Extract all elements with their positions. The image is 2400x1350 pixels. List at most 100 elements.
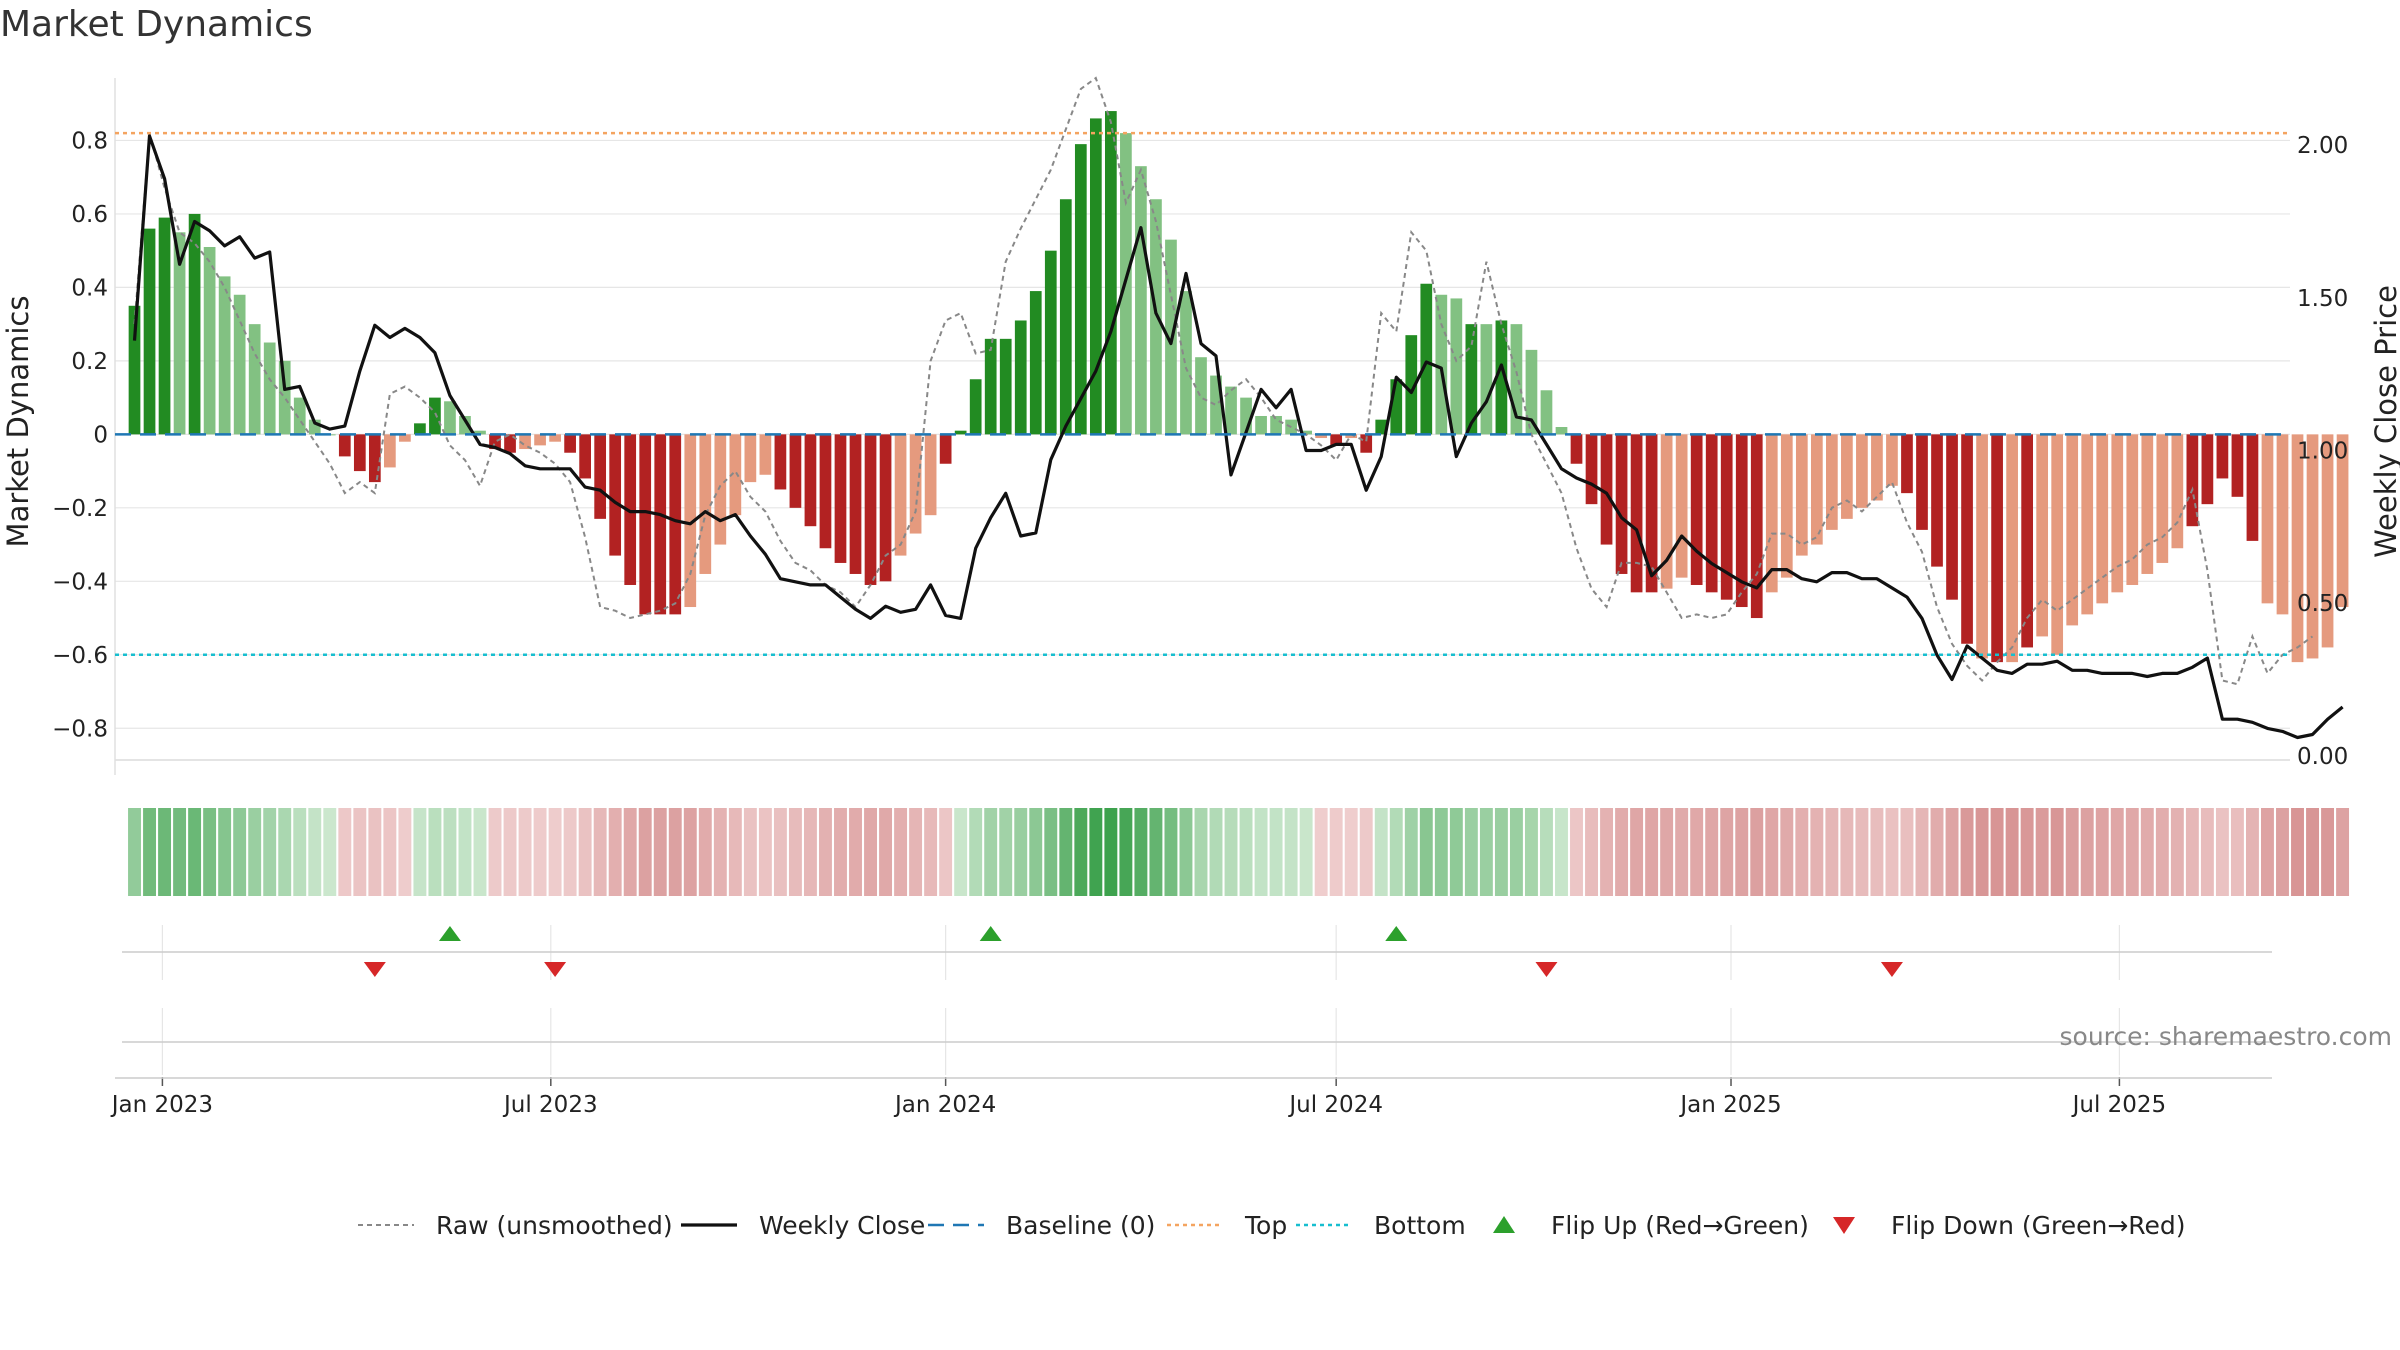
dynamics-bar <box>1540 390 1553 435</box>
regime-strip-cell <box>668 808 682 896</box>
regime-strip-cell <box>1089 808 1103 896</box>
dynamics-bar <box>849 434 862 574</box>
regime-strip-cell <box>158 808 172 896</box>
flip-up-marker <box>438 926 461 941</box>
legend-label: Weekly Close <box>759 1211 925 1240</box>
dynamics-bar <box>1495 320 1508 435</box>
regime-strip-cell <box>2140 808 2154 896</box>
regime-strip-cell <box>1404 808 1418 896</box>
dynamics-bar <box>1570 434 1583 464</box>
dynamics-bar <box>308 419 321 435</box>
flip-down-marker <box>1880 962 1903 977</box>
dynamics-bar <box>534 434 546 446</box>
dynamics-bar <box>1976 434 1988 659</box>
regime-strip-cell <box>458 808 472 896</box>
dynamics-bar <box>1450 298 1463 435</box>
regime-strip-cell <box>413 808 427 896</box>
y-tick-label: 0.4 <box>71 275 108 301</box>
regime-strip-cell <box>293 808 307 896</box>
regime-strip-cell <box>1690 808 1704 896</box>
regime-strip-cell <box>383 808 397 896</box>
regime-strip-cell <box>2155 808 2169 896</box>
dynamics-bar <box>894 434 907 556</box>
date-axis-panel: Jan 2023 Jul 2023 Jan 2024 Jul 2024 Jan 2025… <box>110 1008 2272 1118</box>
flip-up-marker <box>979 926 1002 941</box>
dynamics-bar <box>2066 434 2079 626</box>
dynamics-bar <box>984 338 997 435</box>
dynamics-bar <box>1600 434 1613 545</box>
x-tick-label: Jul 2023 <box>502 1092 598 1118</box>
regime-strip-cell <box>1329 808 1343 896</box>
regime-strip-cell <box>1389 808 1403 896</box>
dynamics-bar <box>609 434 622 556</box>
dynamics-bar <box>1675 434 1688 578</box>
regime-strip-cell <box>1119 808 1133 896</box>
regime-strip-cell <box>2005 808 2019 896</box>
dynamics-bar <box>2126 434 2139 585</box>
regime-strip-cell <box>1149 808 1163 896</box>
dynamics-bar <box>233 294 246 435</box>
regime-strip-cell <box>1900 808 1914 896</box>
regime-strip-cell <box>323 808 337 896</box>
dynamics-bar <box>1105 111 1117 435</box>
regime-strip-cell <box>1509 808 1523 896</box>
legend-label: Bottom <box>1374 1211 1466 1240</box>
dynamics-bar <box>819 434 832 549</box>
regime-strip-cell <box>713 808 727 896</box>
dynamics-bar <box>579 434 591 479</box>
regime-strip-cell <box>1299 808 1313 896</box>
regime-strip-cell <box>1014 808 1028 896</box>
regime-strip-cell <box>248 808 262 896</box>
y-tick-label: −0.8 <box>52 716 108 742</box>
regime-strip-cell <box>2170 808 2184 896</box>
dynamics-bar <box>2036 434 2049 637</box>
dynamics-bar <box>368 434 381 483</box>
regime-strip-cell <box>443 808 457 896</box>
dynamics-bar <box>203 246 216 435</box>
dynamics-bar <box>1886 434 1898 486</box>
regime-strip-cell <box>879 808 893 896</box>
dynamics-bar <box>759 434 772 475</box>
regime-color-strip <box>128 808 2350 896</box>
regime-strip-cell <box>1449 808 1463 896</box>
dynamics-bar <box>1345 434 1358 439</box>
legend-label: Flip Down (Green→Red) <box>1891 1211 2186 1240</box>
dynamics-bar <box>714 434 727 545</box>
legend-swatch-flip-down <box>1833 1217 1855 1234</box>
dynamics-bar <box>1660 434 1673 589</box>
dynamics-bar <box>1810 434 1823 545</box>
regime-strip-cell <box>653 808 667 896</box>
dynamics-bar <box>2291 434 2304 663</box>
dynamics-bar <box>999 338 1012 435</box>
regime-strip-cell <box>608 808 622 896</box>
y2-tick-label: 1.50 <box>2297 286 2348 312</box>
regime-strip-cell <box>1885 808 1899 896</box>
regime-strip-cell <box>428 808 442 896</box>
regime-strip-cell <box>1990 808 2004 896</box>
dynamics-bar <box>1856 434 1868 508</box>
regime-strip-cell <box>233 808 247 896</box>
regime-strip-cell <box>2080 808 2094 896</box>
dynamics-bar <box>879 434 892 582</box>
regime-strip-cell <box>1209 808 1223 896</box>
regime-strip-cell <box>1104 808 1118 896</box>
dynamics-bar <box>519 434 531 450</box>
dynamics-bar <box>128 305 141 435</box>
dynamics-bar <box>1089 118 1102 435</box>
dynamics-bar <box>1510 324 1523 435</box>
regime-strip-cell <box>788 808 802 896</box>
regime-strip-cell <box>1750 808 1764 896</box>
dynamics-bar <box>1074 144 1087 435</box>
dynamics-bar <box>639 434 652 615</box>
dynamics-bar <box>384 434 396 468</box>
regime-strip-cell <box>1795 808 1809 896</box>
regime-strip-cell <box>1344 808 1358 896</box>
regime-strip-cell <box>1239 808 1253 896</box>
dynamics-bar <box>2051 434 2064 655</box>
y2-axis-label: Weekly Close Price <box>2369 285 2400 558</box>
regime-strip-cell <box>2035 808 2049 896</box>
legend-label: Top <box>1244 1211 1287 1240</box>
y-tick-label: −0.4 <box>52 569 108 595</box>
dynamics-bar <box>1615 434 1628 574</box>
